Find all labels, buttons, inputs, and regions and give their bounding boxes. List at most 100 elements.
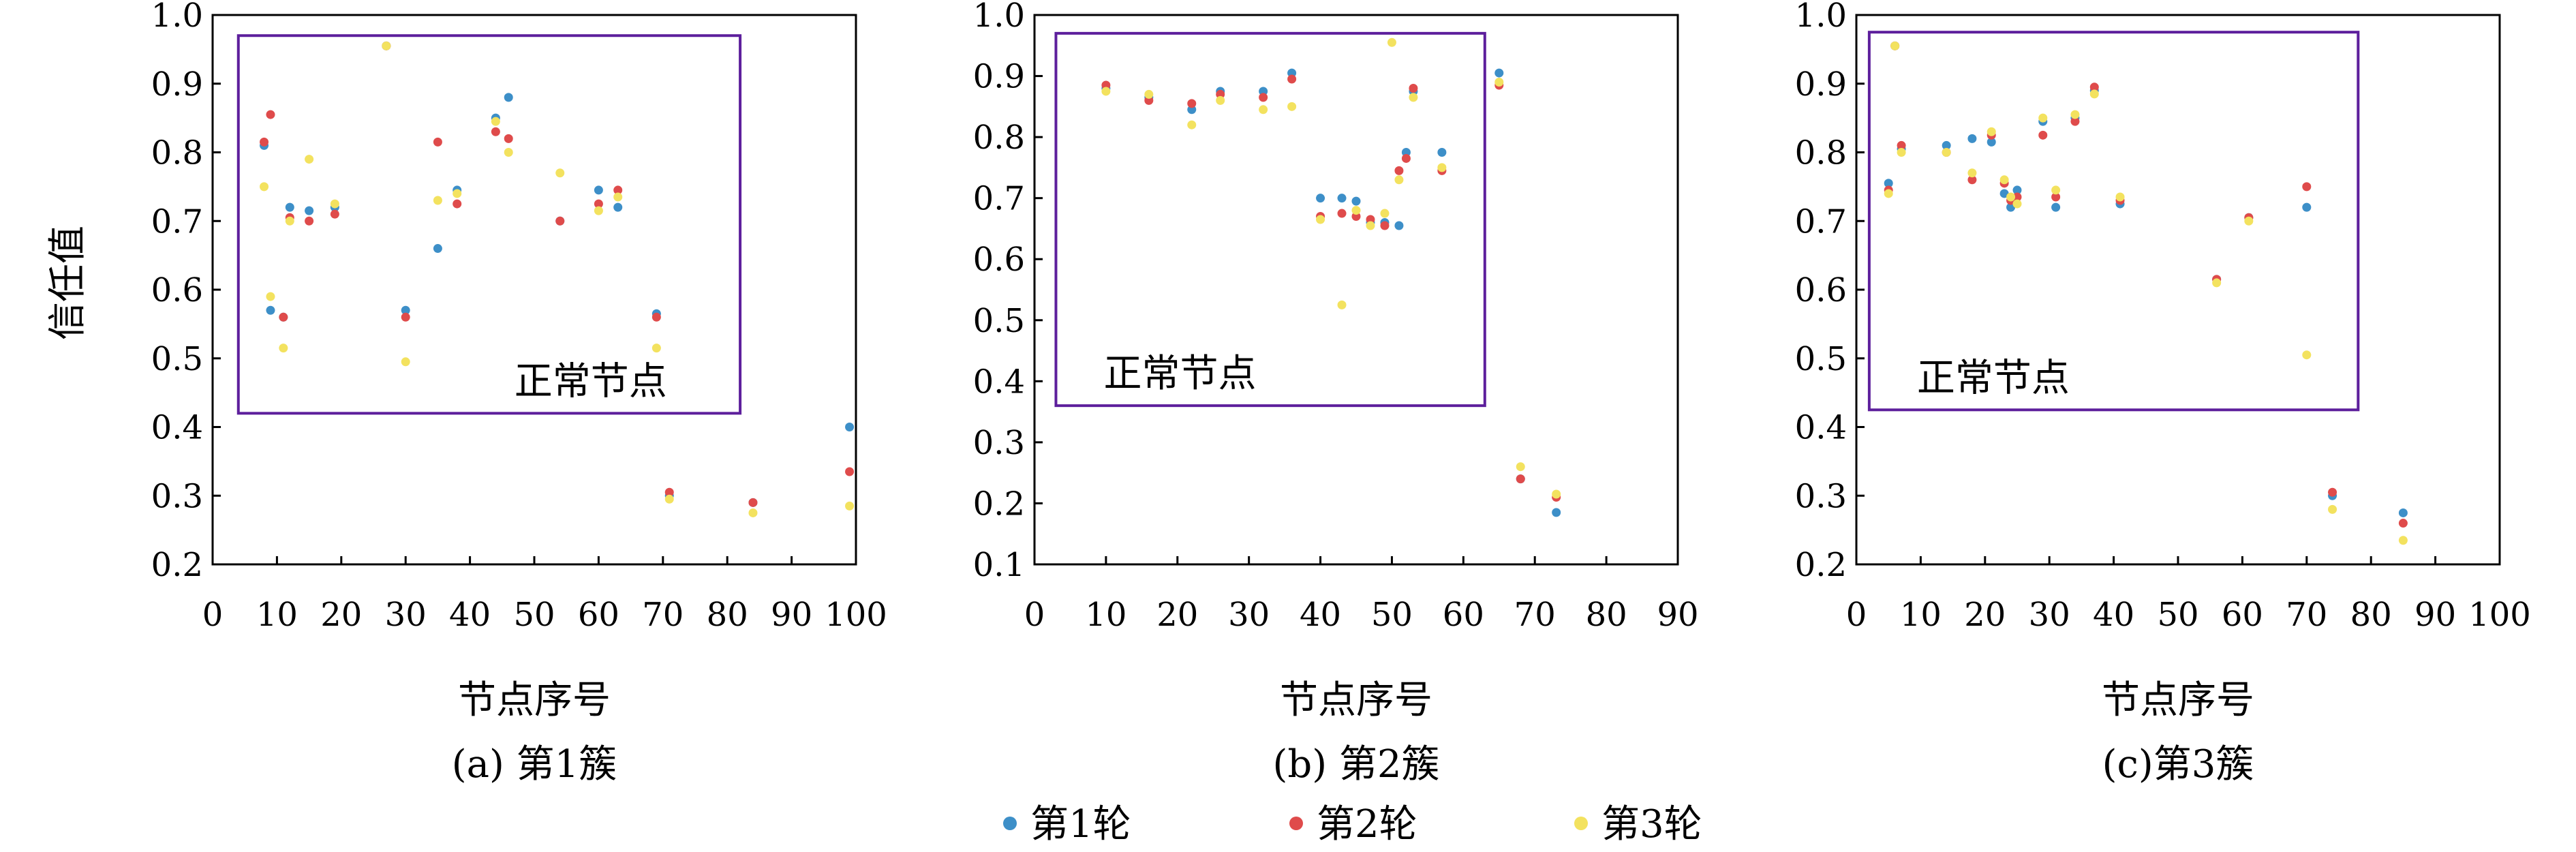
y-tick-label: 0.2 bbox=[1795, 546, 1847, 584]
data-point bbox=[664, 494, 674, 504]
x-tick-label: 0 bbox=[202, 596, 224, 634]
data-point bbox=[1890, 41, 1900, 50]
y-tick-label: 0.2 bbox=[973, 485, 1025, 523]
y-tick-label: 0.5 bbox=[151, 340, 203, 378]
series-1 bbox=[1101, 68, 1561, 517]
panels: 0.2 0.3 0.4 0.5 0.6 0.7 0.8 0.9 1.0 0 10 20 30 40 50 60… bbox=[151, 0, 2531, 787]
data-point bbox=[1394, 175, 1404, 185]
series-3 bbox=[1884, 41, 2408, 545]
data-point bbox=[266, 305, 275, 315]
data-point bbox=[1287, 74, 1297, 84]
data-point bbox=[382, 41, 391, 50]
data-point bbox=[1967, 134, 1977, 143]
x-tick-label: 30 bbox=[385, 596, 427, 634]
data-point bbox=[1259, 87, 1268, 96]
y-tick-label: 0.9 bbox=[973, 58, 1025, 96]
panel-1: 0.2 0.3 0.4 0.5 0.6 0.7 0.8 0.9 1.0 0 10 20 30 40 50 60… bbox=[151, 0, 887, 787]
data-point bbox=[1351, 196, 1361, 206]
data-point bbox=[279, 312, 288, 322]
data-point bbox=[433, 244, 442, 254]
y-tick-label: 0.5 bbox=[973, 302, 1025, 340]
data-point bbox=[1516, 462, 1525, 472]
x-tick-label: 60 bbox=[578, 596, 619, 634]
y-tick-label: 0.6 bbox=[1795, 271, 1847, 309]
x-tick-label: 40 bbox=[449, 596, 491, 634]
data-point bbox=[279, 344, 288, 353]
x-tick-label: 20 bbox=[1156, 596, 1198, 634]
data-point bbox=[613, 185, 623, 195]
data-point bbox=[1884, 189, 1893, 198]
data-point bbox=[594, 206, 603, 215]
y-tick-label: 0.8 bbox=[1795, 134, 1847, 172]
y-tick-label: 0.1 bbox=[973, 546, 1025, 584]
data-point bbox=[2089, 89, 2099, 99]
data-point bbox=[845, 501, 855, 511]
x-tick-label: 80 bbox=[1586, 596, 1627, 634]
data-point bbox=[1494, 68, 1504, 78]
region-label: 正常节点 bbox=[515, 359, 667, 404]
legend-label: 第1轮 bbox=[1030, 802, 1131, 847]
series-3 bbox=[1101, 37, 1561, 499]
y-tick-label: 0.3 bbox=[1795, 477, 1847, 515]
data-point bbox=[2212, 278, 2222, 288]
x-tick-label: 30 bbox=[2029, 596, 2070, 634]
data-point bbox=[1942, 148, 1951, 157]
y-tick-label: 0.4 bbox=[151, 409, 203, 447]
data-point bbox=[2302, 182, 2312, 192]
x-tick-label: 10 bbox=[256, 596, 298, 634]
panel-2: 0.1 0.2 0.3 0.4 0.5 0.6 0.7 0.8 0.9 1.0 0 10 20 30 40 5… bbox=[973, 0, 1699, 787]
data-point bbox=[504, 148, 513, 157]
y-tick-label: 0.6 bbox=[973, 241, 1025, 279]
data-point bbox=[748, 508, 758, 517]
data-point bbox=[1387, 37, 1396, 47]
x-tick-label: 60 bbox=[1443, 596, 1484, 634]
x-tick-label: 10 bbox=[1900, 596, 1942, 634]
data-point bbox=[1187, 105, 1197, 115]
data-point bbox=[2115, 192, 2125, 202]
data-point bbox=[1437, 163, 1447, 172]
data-point bbox=[594, 185, 603, 195]
y-tick-label: 1.0 bbox=[151, 0, 203, 35]
data-point bbox=[1101, 80, 1111, 90]
data-point bbox=[504, 93, 513, 102]
series-1 bbox=[1884, 41, 2408, 517]
data-point bbox=[305, 216, 314, 226]
data-point bbox=[1401, 148, 1411, 157]
y-tick-label: 0.8 bbox=[973, 119, 1025, 157]
data-point bbox=[1967, 175, 1977, 185]
data-point bbox=[1337, 194, 1347, 203]
data-point bbox=[2328, 504, 2337, 514]
data-point bbox=[266, 110, 275, 119]
data-point bbox=[1351, 206, 1361, 215]
data-point bbox=[2302, 350, 2312, 360]
data-point bbox=[2398, 536, 2408, 545]
data-point bbox=[2012, 185, 2022, 195]
data-point bbox=[2398, 508, 2408, 517]
data-point bbox=[2012, 192, 2022, 202]
y-tick-label: 0.7 bbox=[1795, 202, 1847, 241]
data-point bbox=[1897, 148, 1906, 157]
data-point bbox=[1337, 209, 1347, 218]
data-point bbox=[555, 168, 565, 178]
data-point bbox=[845, 423, 855, 431]
y-tick-label: 1.0 bbox=[973, 0, 1025, 35]
data-point bbox=[1216, 89, 1225, 99]
data-point bbox=[1216, 95, 1225, 105]
legend: 第1轮 第2轮 第3轮 bbox=[1003, 802, 1702, 847]
y-tick-label: 0.4 bbox=[1795, 409, 1847, 447]
y-tick-label: 0.5 bbox=[1795, 340, 1847, 378]
data-point bbox=[266, 292, 275, 301]
data-point bbox=[651, 344, 661, 353]
data-point bbox=[1287, 102, 1297, 111]
data-point bbox=[1552, 489, 1561, 499]
y-tick-label: 0.2 bbox=[151, 546, 203, 584]
data-point bbox=[453, 199, 462, 209]
series-3 bbox=[260, 41, 855, 517]
data-point bbox=[1337, 300, 1347, 309]
data-point bbox=[1380, 221, 1390, 230]
data-point bbox=[1942, 140, 1951, 150]
legend-label: 第3轮 bbox=[1601, 802, 1702, 847]
y-tick-label: 0.7 bbox=[151, 202, 203, 241]
data-point bbox=[330, 199, 339, 209]
y-tick-label: 0.3 bbox=[973, 424, 1025, 462]
